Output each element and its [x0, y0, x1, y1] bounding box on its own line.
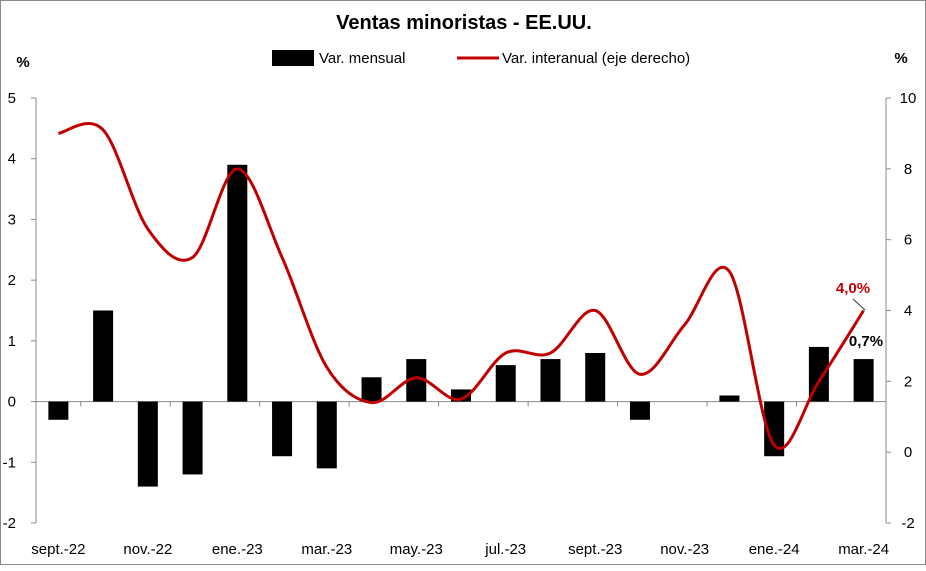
- right-tick-label: 10: [900, 90, 917, 107]
- annotation-leader-line: [852, 298, 866, 311]
- left-tick-label: 3: [8, 211, 16, 228]
- x-tick-label: mar.-24: [838, 541, 889, 558]
- x-tick-label: ene.-23: [212, 541, 263, 558]
- x-tick-label: nov.-23: [660, 541, 709, 558]
- left-tick-label: -2: [3, 515, 16, 532]
- bar-var-mensual: [227, 164, 248, 402]
- bar-var-mensual: [540, 359, 561, 402]
- left-axis-label: %: [16, 54, 29, 71]
- legend-line-label: Var. interanual (eje derecho): [502, 50, 690, 67]
- legend-bar-swatch: [272, 50, 314, 66]
- legend-bar-label: Var. mensual: [319, 50, 405, 67]
- x-tick-label: sept.-22: [31, 541, 85, 558]
- x-tick-label: may.-23: [390, 541, 443, 558]
- bar-var-mensual: [137, 401, 158, 487]
- bar-var-mensual: [182, 401, 203, 475]
- bar-var-mensual: [495, 365, 516, 402]
- bar-var-mensual: [272, 401, 293, 457]
- right-tick-label: 8: [904, 161, 912, 178]
- x-tick-label: mar.-23: [301, 541, 352, 558]
- bar-var-mensual: [719, 395, 740, 402]
- right-tick-label: 4: [904, 303, 912, 320]
- chart-title: Ventas minoristas - EE.UU.: [336, 12, 592, 34]
- bar-var-mensual: [316, 401, 337, 469]
- left-tick-label: 1: [8, 333, 16, 350]
- x-tick-label: ene.-24: [749, 541, 800, 558]
- bar-var-mensual: [853, 359, 874, 402]
- bar-var-mensual: [361, 377, 382, 402]
- line-var-interanual: [57, 122, 865, 450]
- bar-var-mensual: [629, 401, 650, 420]
- right-tick-label: 2: [904, 373, 912, 390]
- x-tick-label: sept.-23: [568, 541, 622, 558]
- right-tick-label: -2: [901, 515, 914, 532]
- bar-var-mensual: [93, 310, 114, 402]
- bar-var-mensual: [585, 353, 606, 402]
- annotation-bar-last: 0,7%: [849, 333, 883, 350]
- left-tick-label: 5: [8, 90, 16, 107]
- x-tick-label: jul.-23: [484, 541, 526, 558]
- left-tick-label: 2: [8, 272, 16, 289]
- right-tick-label: 6: [904, 232, 912, 249]
- right-tick-label: 0: [904, 444, 912, 461]
- left-tick-label: 0: [8, 394, 16, 411]
- x-tick-label: nov.-22: [123, 541, 172, 558]
- right-axis-label: %: [894, 50, 907, 67]
- bar-var-mensual: [406, 359, 427, 402]
- left-tick-label: -1: [3, 454, 16, 471]
- bar-var-mensual: [764, 401, 785, 457]
- bar-var-mensual: [48, 401, 69, 420]
- legend: Var. mensual Var. interanual (eje derech…: [272, 50, 690, 67]
- left-tick-label: 4: [8, 151, 16, 168]
- annotation-line-last: 4,0%: [836, 280, 870, 297]
